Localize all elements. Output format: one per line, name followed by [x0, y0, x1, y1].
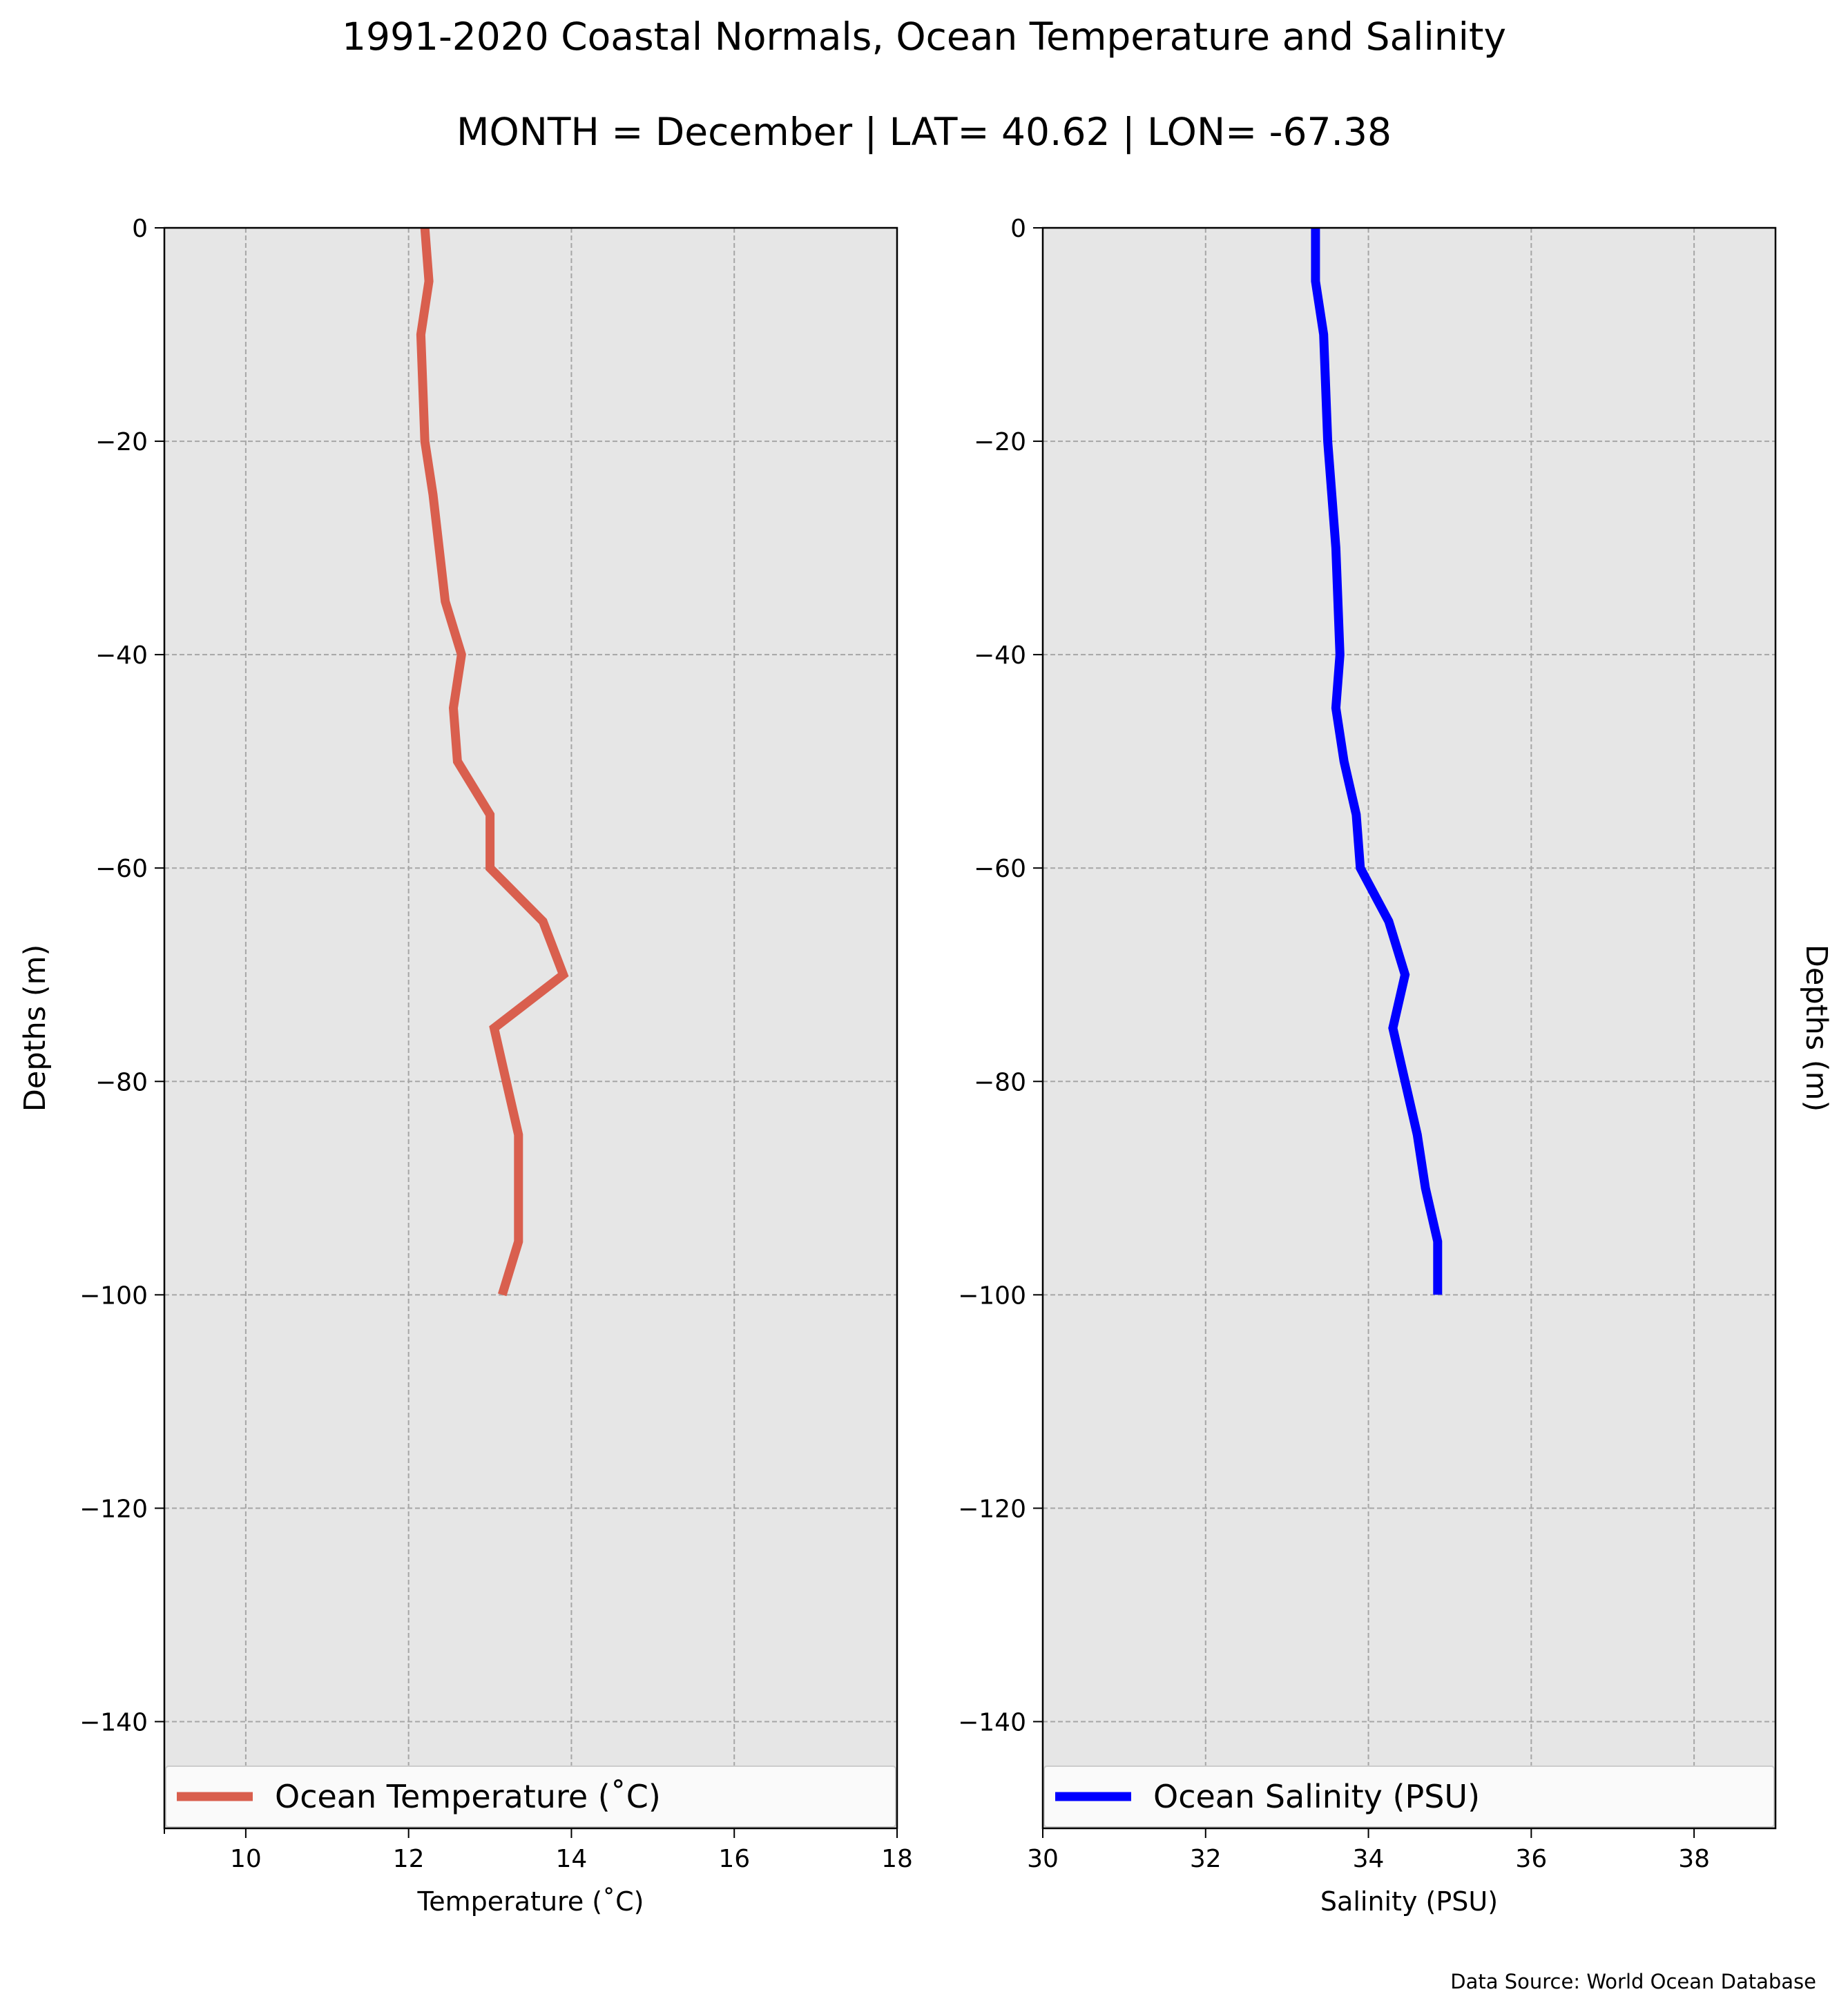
plot-area-background — [1043, 228, 1775, 1828]
x-axis-label: Salinity (PSU) — [1320, 1886, 1498, 1917]
x-tick-label: 32 — [1190, 1845, 1222, 1873]
y-tick-label: −80 — [974, 1068, 1026, 1096]
y-tick-label: −80 — [95, 1068, 148, 1096]
figure-subtitle: MONTH = December | LAT= 40.62 | LON= -67… — [456, 110, 1392, 155]
y-tick-label: −40 — [974, 641, 1026, 670]
y-axis-label: Depths (m) — [18, 945, 52, 1112]
x-tick-label: 10 — [230, 1845, 262, 1873]
x-tick-label: 18 — [881, 1845, 913, 1873]
x-tick-label: 12 — [393, 1845, 425, 1873]
legend-label: Ocean Temperature (˚C) — [275, 1778, 661, 1815]
plot-area-background — [164, 228, 897, 1828]
y-tick-label: −60 — [95, 855, 148, 883]
y-tick-label: −100 — [958, 1281, 1026, 1310]
y-axis-label: Depths (m) — [1799, 945, 1833, 1112]
x-tick-label: 30 — [1027, 1845, 1059, 1873]
y-tick-label: −120 — [79, 1495, 148, 1523]
y-tick-label: −60 — [974, 855, 1026, 883]
y-tick-label: −100 — [79, 1281, 148, 1310]
y-tick-label: −140 — [958, 1708, 1026, 1736]
y-tick-label: −40 — [95, 641, 148, 670]
temperature-profile-line — [416, 227, 569, 1297]
legend: Ocean Salinity (PSU) — [1043, 1765, 1775, 1828]
legend: Ocean Temperature (˚C) — [165, 1765, 896, 1828]
legend-box — [165, 1765, 896, 1828]
data-source-note: Data Source: World Ocean Database — [1450, 1970, 1816, 1993]
y-tick-label: −120 — [958, 1495, 1026, 1523]
x-tick-label: 38 — [1678, 1845, 1710, 1873]
x-tick-label: 14 — [556, 1845, 588, 1873]
axes-frame — [163, 226, 898, 1830]
figure-title: 1991-2020 Coastal Normals, Ocean Tempera… — [342, 14, 1506, 59]
y-tick-label: 0 — [1010, 215, 1026, 243]
y-tick-label: −20 — [95, 428, 148, 456]
salinity-profile-line — [1311, 228, 1443, 1295]
legend-label: Ocean Salinity (PSU) — [1153, 1778, 1480, 1815]
temperature-panel: Ocean Temperature (˚C) 10 12 14 16 18 0 −20 −40 −… — [18, 215, 913, 1917]
x-tick-label: 16 — [718, 1845, 750, 1873]
y-tick-label: −20 — [974, 428, 1026, 456]
legend-box — [1043, 1765, 1775, 1828]
x-tick-label: 34 — [1353, 1845, 1385, 1873]
axes-frame — [1041, 226, 1777, 1830]
salinity-panel: Ocean Salinity (PSU) 30 32 34 36 38 0 −20 −40 −60… — [958, 215, 1833, 1917]
x-tick-label: 36 — [1515, 1845, 1547, 1873]
y-tick-label: 0 — [132, 215, 148, 243]
y-tick-label: −140 — [79, 1708, 148, 1736]
x-axis-label: Temperature (˚C) — [417, 1886, 644, 1917]
